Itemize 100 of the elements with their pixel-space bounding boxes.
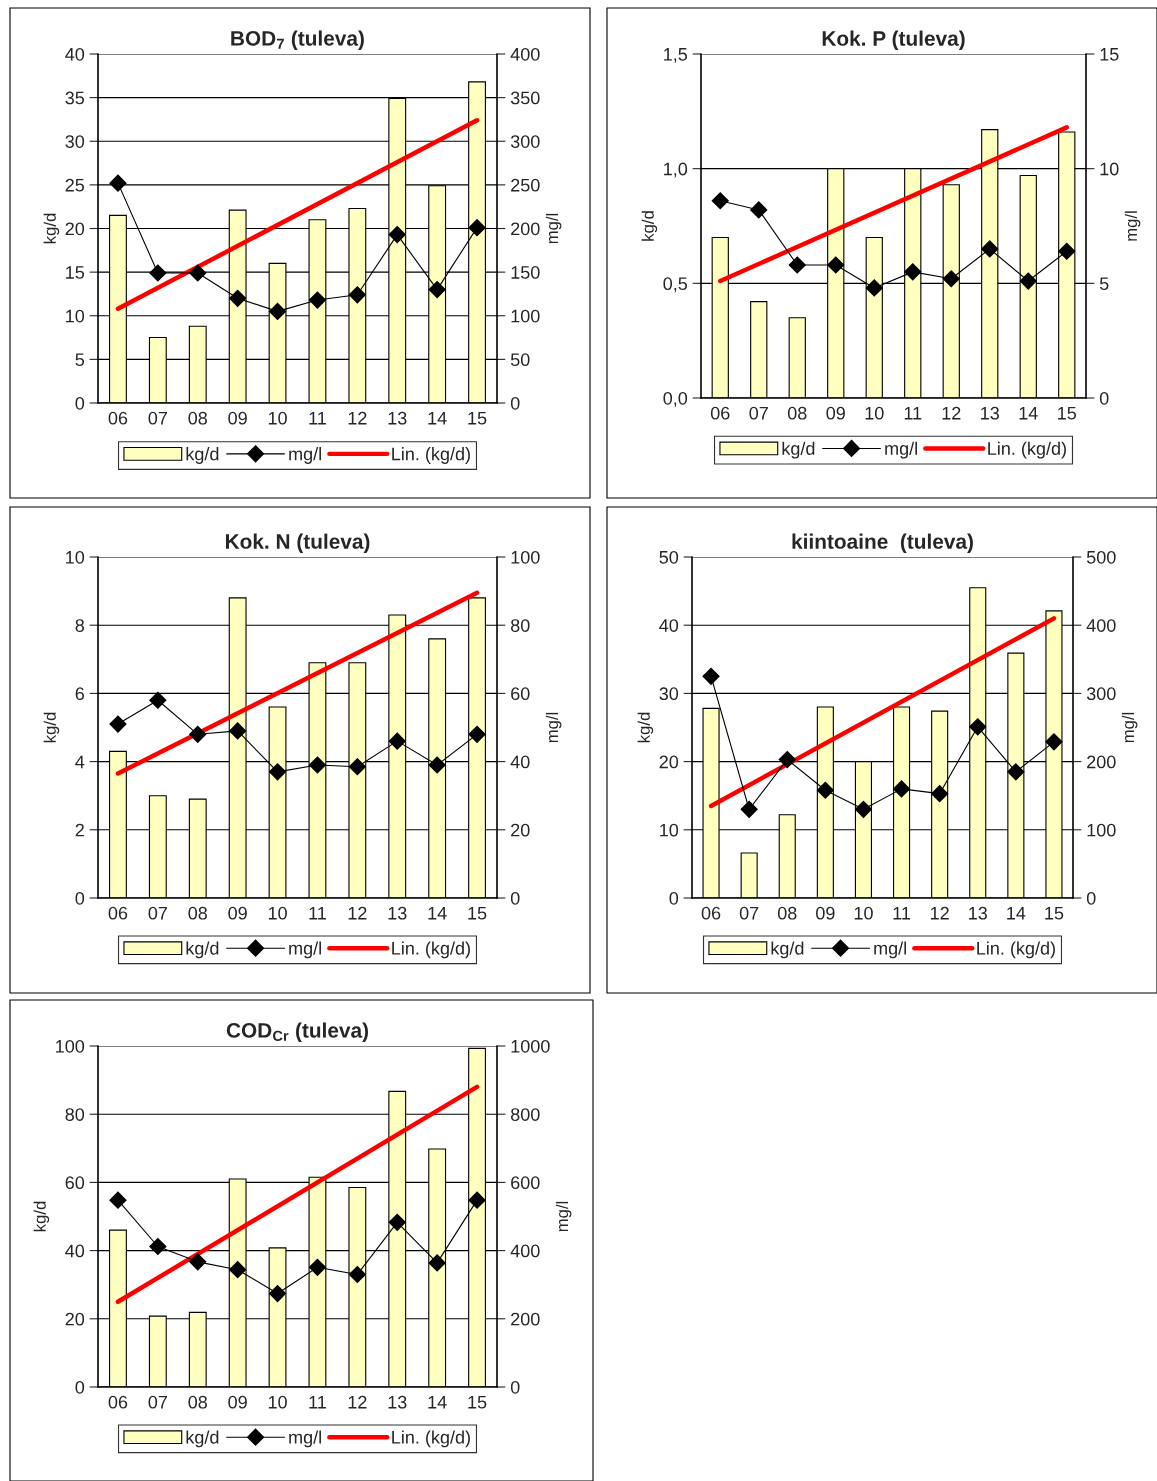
y2-tick-label: 350 <box>510 91 540 105</box>
point <box>981 240 999 258</box>
x-tick-label: 12 <box>348 411 367 425</box>
x-tick-label: 15 <box>468 907 487 920</box>
x-tick-label: 08 <box>777 906 797 920</box>
x-tick-label: 12 <box>930 906 949 920</box>
x-tick-label: 10 <box>865 406 884 420</box>
point <box>854 800 873 818</box>
y-tick-label: 10 <box>66 309 85 323</box>
y2-tick-label: 0 <box>1086 891 1096 905</box>
x-tick-label: 07 <box>148 1395 167 1409</box>
y2-tick-label: 200 <box>1087 755 1116 769</box>
y2-tick-label: 800 <box>510 1108 540 1121</box>
x-tick-label: 11 <box>904 407 922 420</box>
legend-label: kg/d <box>782 441 815 459</box>
chart-title: COD$_{Cr}$ (tuleva) <box>226 1022 369 1042</box>
x-tick-label: 09 <box>816 906 835 920</box>
point <box>109 1191 127 1209</box>
point <box>1019 272 1037 290</box>
legend-label: Lin. (kg/d) <box>392 1430 470 1448</box>
point <box>268 302 287 320</box>
legend-label: kg/d <box>186 447 219 464</box>
x-tick-label: 12 <box>942 406 961 420</box>
point <box>348 758 366 776</box>
y-tick-label: 0 <box>75 1380 85 1394</box>
x-tick-label: 10 <box>268 411 287 425</box>
x-tick-label: 06 <box>108 906 128 920</box>
x-tick-label: 09 <box>826 406 845 420</box>
legend-label: kg/d <box>771 941 804 959</box>
point <box>740 800 758 818</box>
y2-axis-title: mg/l <box>545 712 562 743</box>
point <box>788 256 806 274</box>
point <box>109 174 127 192</box>
point <box>931 785 949 803</box>
x-tick-label: 09 <box>228 906 247 920</box>
y2-tick-label: 600 <box>511 1176 540 1190</box>
x-tick-label: 15 <box>468 412 487 425</box>
y-tick-label: 60 <box>65 1176 85 1190</box>
y-tick-label: 20 <box>65 1312 85 1326</box>
y-tick-label: 40 <box>65 1244 85 1258</box>
y2-tick-label: 400 <box>510 47 540 61</box>
x-tick-label: 06 <box>710 406 730 420</box>
y2-tick-label: 100 <box>511 550 540 564</box>
point <box>348 1265 366 1284</box>
x-tick-label: 08 <box>188 906 208 920</box>
y2-tick-label: 250 <box>511 178 540 192</box>
x-tick-label: 12 <box>348 1395 367 1409</box>
y-tick-label: 0 <box>669 891 679 905</box>
x-tick-label: 15 <box>1058 407 1077 420</box>
point <box>229 1261 247 1279</box>
y-tick-label: 30 <box>65 135 85 148</box>
legend-label: mg/l <box>885 441 917 459</box>
point <box>388 226 406 244</box>
y-tick-label: 30 <box>659 687 679 701</box>
point <box>388 732 406 750</box>
chart-title: Kok. N (tuleva) <box>225 533 370 553</box>
y-axis-title: kg/d <box>637 712 654 743</box>
y2-tick-label: 80 <box>510 619 530 632</box>
y-tick-label: 0 <box>75 396 85 410</box>
point <box>750 201 768 219</box>
point <box>892 780 911 798</box>
x-tick-label: 08 <box>787 406 807 420</box>
y-tick-label: 50 <box>659 550 679 564</box>
point <box>189 1253 207 1271</box>
x-tick-label: 14 <box>1007 907 1026 920</box>
legend-label: Lin. (kg/d) <box>392 447 470 464</box>
y2-axis-title: mg/l <box>1121 712 1138 743</box>
point <box>1058 242 1076 260</box>
chart-title: Kok. P (tuleva) <box>822 30 965 50</box>
y2-tick-label: 50 <box>510 353 530 367</box>
point <box>468 1191 486 1209</box>
y2-tick-label: 5 <box>1099 277 1109 291</box>
point <box>268 1285 287 1303</box>
legend-label: mg/l <box>289 941 321 959</box>
x-tick-label: 10 <box>268 1395 287 1409</box>
point <box>229 722 247 740</box>
point <box>711 192 729 210</box>
x-tick-label: 14 <box>428 412 447 425</box>
x-tick-label: 08 <box>188 1395 208 1409</box>
y2-tick-label: 0 <box>510 891 520 905</box>
point <box>308 756 327 774</box>
legend-label: Lin. (kg/d) <box>988 441 1066 459</box>
y2-tick-label: 100 <box>511 309 540 323</box>
point <box>1007 763 1025 781</box>
point <box>827 256 845 274</box>
y2-tick-label: 20 <box>511 823 530 837</box>
x-tick-label: 06 <box>108 1395 128 1409</box>
y2-axis-title: mg/l <box>545 213 562 244</box>
y-tick-label: 1,5 <box>664 48 688 63</box>
y2-axis-title: mg/l <box>1124 211 1141 241</box>
point <box>468 725 486 743</box>
y2-axis-title: mg/l <box>555 1201 572 1232</box>
y-tick-label: 35 <box>65 91 85 105</box>
x-tick-label: 11 <box>309 412 326 425</box>
y-tick-label: 8 <box>75 619 85 632</box>
x-tick-label: 09 <box>228 411 247 425</box>
legend-label: mg/l <box>874 941 906 959</box>
point <box>109 715 127 733</box>
y-tick-label: 100 <box>56 1039 85 1053</box>
point <box>149 1237 167 1256</box>
